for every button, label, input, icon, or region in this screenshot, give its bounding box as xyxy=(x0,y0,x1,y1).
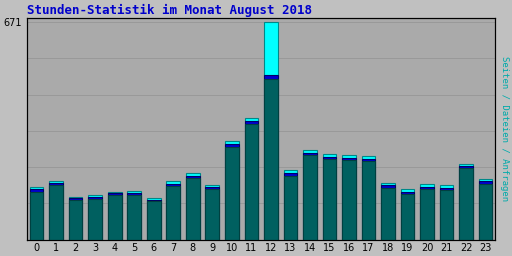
Bar xyxy=(459,168,473,240)
Bar xyxy=(225,144,239,240)
Bar xyxy=(108,193,121,240)
Bar xyxy=(420,189,434,240)
Bar xyxy=(147,199,161,240)
Bar xyxy=(127,195,141,240)
Bar xyxy=(440,185,454,240)
Bar xyxy=(166,186,180,240)
Bar xyxy=(420,184,434,240)
Bar xyxy=(49,185,63,240)
Y-axis label: Seiten / Dateien / Anfragen: Seiten / Dateien / Anfragen xyxy=(500,56,508,201)
Bar xyxy=(69,197,82,240)
Bar xyxy=(186,176,200,240)
Bar xyxy=(30,192,44,240)
Bar xyxy=(89,199,102,240)
Bar xyxy=(186,178,200,240)
Bar xyxy=(323,157,336,240)
Bar xyxy=(89,197,102,240)
Bar xyxy=(264,22,278,240)
Text: Stunden-Statistik im Monat August 2018: Stunden-Statistik im Monat August 2018 xyxy=(27,4,312,17)
Bar xyxy=(479,181,493,240)
Bar xyxy=(205,189,219,240)
Bar xyxy=(30,187,44,240)
Bar xyxy=(108,195,121,240)
Bar xyxy=(166,184,180,240)
Bar xyxy=(323,154,336,240)
Bar xyxy=(381,185,395,240)
Bar xyxy=(459,164,473,240)
Bar xyxy=(284,173,297,240)
Bar xyxy=(401,194,414,240)
Bar xyxy=(323,159,336,240)
Bar xyxy=(303,150,317,240)
Bar xyxy=(342,160,356,240)
Bar xyxy=(127,193,141,240)
Bar xyxy=(49,181,63,240)
Bar xyxy=(69,198,82,240)
Bar xyxy=(401,189,414,240)
Bar xyxy=(303,155,317,240)
Bar xyxy=(147,198,161,240)
Bar xyxy=(245,118,258,240)
Bar xyxy=(225,141,239,240)
Bar xyxy=(440,188,454,240)
Bar xyxy=(440,190,454,240)
Bar xyxy=(264,75,278,240)
Bar xyxy=(284,170,297,240)
Bar xyxy=(225,147,239,240)
Bar xyxy=(49,183,63,240)
Bar xyxy=(245,121,258,240)
Bar xyxy=(479,184,493,240)
Bar xyxy=(147,201,161,240)
Bar xyxy=(361,159,375,240)
Bar xyxy=(30,189,44,240)
Bar xyxy=(342,155,356,240)
Bar xyxy=(108,192,121,240)
Bar xyxy=(69,200,82,240)
Bar xyxy=(401,192,414,240)
Bar xyxy=(479,179,493,240)
Bar xyxy=(361,156,375,240)
Bar xyxy=(186,173,200,240)
Bar xyxy=(205,187,219,240)
Bar xyxy=(381,183,395,240)
Bar xyxy=(89,195,102,240)
Bar xyxy=(303,153,317,240)
Bar xyxy=(205,185,219,240)
Bar xyxy=(264,79,278,240)
Bar xyxy=(245,124,258,240)
Bar xyxy=(342,158,356,240)
Bar xyxy=(361,161,375,240)
Bar xyxy=(459,166,473,240)
Bar xyxy=(284,176,297,240)
Bar xyxy=(381,188,395,240)
Bar xyxy=(420,187,434,240)
Bar xyxy=(166,181,180,240)
Bar xyxy=(127,191,141,240)
